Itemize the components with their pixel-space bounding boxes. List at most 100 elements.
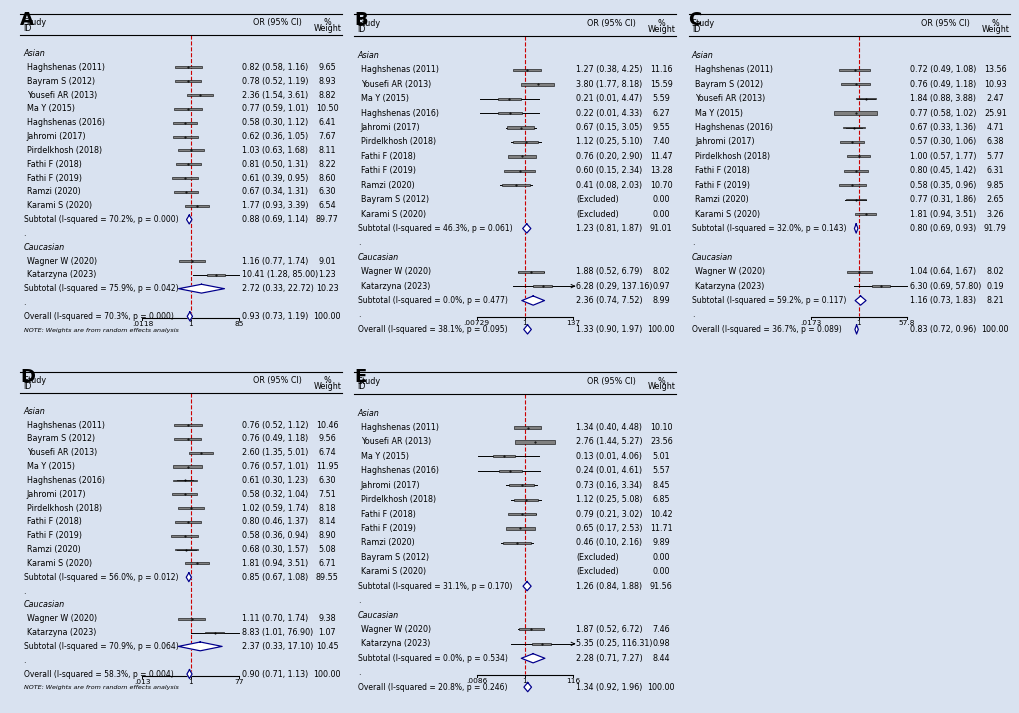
- FancyBboxPatch shape: [174, 191, 198, 193]
- Text: 6.71: 6.71: [318, 559, 335, 568]
- FancyBboxPatch shape: [186, 94, 213, 96]
- FancyBboxPatch shape: [507, 155, 536, 158]
- Text: 1.81 (0.94, 3.51): 1.81 (0.94, 3.51): [242, 559, 308, 568]
- Text: Fathi F (2019): Fathi F (2019): [361, 524, 416, 533]
- Text: 7.51: 7.51: [318, 490, 335, 499]
- Text: Subtotal (I-squared = 0.0%, p = 0.534): Subtotal (I-squared = 0.0%, p = 0.534): [358, 654, 507, 663]
- Text: 8.44: 8.44: [652, 654, 669, 663]
- Text: ID: ID: [358, 25, 366, 34]
- FancyBboxPatch shape: [174, 438, 201, 440]
- Text: 0.67 (0.33, 1.36): 0.67 (0.33, 1.36): [909, 123, 975, 132]
- Text: Subtotal (I-squared = 0.0%, p = 0.477): Subtotal (I-squared = 0.0%, p = 0.477): [358, 296, 507, 305]
- Text: Yousefi AR (2013): Yousefi AR (2013): [26, 91, 97, 100]
- Text: Study: Study: [23, 376, 47, 385]
- FancyBboxPatch shape: [178, 507, 204, 509]
- FancyBboxPatch shape: [172, 177, 198, 179]
- Text: Study: Study: [23, 19, 47, 27]
- Polygon shape: [522, 224, 530, 233]
- FancyBboxPatch shape: [518, 628, 543, 630]
- Text: 2.60 (1.35, 5.01): 2.60 (1.35, 5.01): [242, 448, 308, 457]
- Text: Subtotal (I-squared = 59.2%, p = 0.117): Subtotal (I-squared = 59.2%, p = 0.117): [691, 296, 846, 305]
- Text: Fathi F (2018): Fathi F (2018): [361, 152, 416, 161]
- Text: Subtotal (I-squared = 31.1%, p = 0.170): Subtotal (I-squared = 31.1%, p = 0.170): [358, 582, 512, 590]
- Text: 1.12 (0.25, 5.08): 1.12 (0.25, 5.08): [576, 495, 642, 504]
- Text: Haghshenas (2016): Haghshenas (2016): [26, 118, 105, 127]
- Text: 0.65 (0.17, 2.53): 0.65 (0.17, 2.53): [576, 524, 642, 533]
- Text: 10.45: 10.45: [316, 642, 338, 651]
- Text: ID: ID: [358, 382, 366, 391]
- Text: .: .: [691, 310, 694, 319]
- Text: 6.74: 6.74: [318, 448, 335, 457]
- FancyBboxPatch shape: [173, 480, 197, 481]
- Text: 0.58 (0.30, 1.12): 0.58 (0.30, 1.12): [242, 118, 308, 127]
- Text: Asian: Asian: [358, 409, 379, 418]
- Text: Pirdelkhosh (2018): Pirdelkhosh (2018): [26, 503, 102, 513]
- Text: 0.80 (0.69, 0.93): 0.80 (0.69, 0.93): [909, 224, 975, 233]
- Text: Katarzyna (2023): Katarzyna (2023): [694, 282, 763, 291]
- Text: %: %: [323, 19, 331, 27]
- Text: 1: 1: [189, 679, 193, 685]
- FancyBboxPatch shape: [172, 122, 197, 123]
- Text: 6.28 (0.29, 137.16): 6.28 (0.29, 137.16): [576, 282, 652, 291]
- Text: %: %: [323, 376, 331, 385]
- Text: Wagner W (2020): Wagner W (2020): [361, 267, 431, 276]
- Text: .: .: [358, 596, 360, 605]
- Text: Jahromi (2017): Jahromi (2017): [26, 132, 87, 141]
- Text: 0.97: 0.97: [652, 282, 669, 291]
- Text: Pirdelkhosh (2018): Pirdelkhosh (2018): [361, 495, 435, 504]
- Text: OR (95% CI): OR (95% CI): [920, 19, 969, 28]
- Text: Subtotal (I-squared = 46.3%, p = 0.061): Subtotal (I-squared = 46.3%, p = 0.061): [358, 224, 512, 233]
- Text: Yousefi AR (2013): Yousefi AR (2013): [26, 448, 97, 457]
- Text: 10.41 (1.28, 85.00): 10.41 (1.28, 85.00): [242, 270, 318, 279]
- Text: 0.68 (0.30, 1.57): 0.68 (0.30, 1.57): [242, 545, 308, 554]
- FancyBboxPatch shape: [184, 205, 209, 207]
- Text: 0.22 (0.01, 4.33): 0.22 (0.01, 4.33): [576, 108, 642, 118]
- Text: Haghshenas (2016): Haghshenas (2016): [694, 123, 772, 132]
- Text: ID: ID: [23, 381, 32, 391]
- Text: 1: 1: [522, 678, 527, 684]
- Text: 0.82 (0.58, 1.16): 0.82 (0.58, 1.16): [242, 63, 308, 72]
- FancyBboxPatch shape: [492, 456, 515, 457]
- Text: 0.77 (0.59, 1.01): 0.77 (0.59, 1.01): [242, 104, 309, 113]
- FancyBboxPatch shape: [834, 111, 876, 115]
- FancyBboxPatch shape: [514, 498, 538, 501]
- Text: .: .: [358, 668, 360, 677]
- Text: 85: 85: [234, 322, 244, 327]
- Text: Bayram S (2012): Bayram S (2012): [694, 80, 762, 88]
- Text: .00729: .00729: [463, 320, 489, 327]
- Text: Pirdelkhosh (2018): Pirdelkhosh (2018): [694, 152, 769, 161]
- Text: 0.00: 0.00: [652, 568, 669, 576]
- Text: Weight: Weight: [313, 381, 340, 391]
- Text: Ma Y (2015): Ma Y (2015): [26, 104, 74, 113]
- Text: 9.85: 9.85: [985, 180, 1004, 190]
- Text: 25.91: 25.91: [983, 108, 1006, 118]
- Text: 6.30: 6.30: [318, 476, 335, 485]
- Text: Haghshenas (2011): Haghshenas (2011): [26, 421, 105, 430]
- FancyBboxPatch shape: [847, 155, 869, 158]
- Text: 10.46: 10.46: [316, 421, 338, 430]
- Polygon shape: [178, 642, 222, 651]
- Text: 1.23: 1.23: [318, 270, 335, 279]
- Text: D: D: [20, 369, 36, 386]
- Text: 116: 116: [566, 678, 580, 684]
- Text: 0.00: 0.00: [652, 553, 669, 562]
- FancyBboxPatch shape: [842, 127, 864, 128]
- Text: 5.77: 5.77: [985, 152, 1004, 161]
- Text: Pirdelkhosh (2018): Pirdelkhosh (2018): [26, 146, 102, 155]
- Text: Subtotal (I-squared = 32.0%, p = 0.143): Subtotal (I-squared = 32.0%, p = 0.143): [691, 224, 846, 233]
- Text: 0.80 (0.45, 1.42): 0.80 (0.45, 1.42): [909, 166, 975, 175]
- Text: OR (95% CI): OR (95% CI): [587, 376, 635, 386]
- Text: 8.22: 8.22: [318, 160, 335, 169]
- Text: 1.34 (0.40, 4.48): 1.34 (0.40, 4.48): [576, 423, 642, 432]
- Text: 10.42: 10.42: [649, 510, 672, 518]
- FancyBboxPatch shape: [506, 126, 534, 128]
- Text: 0.58 (0.35, 0.96): 0.58 (0.35, 0.96): [909, 180, 975, 190]
- Text: 11.47: 11.47: [649, 152, 672, 161]
- Text: Katarzyna (2023): Katarzyna (2023): [26, 270, 96, 279]
- Text: 2.36 (1.54, 3.61): 2.36 (1.54, 3.61): [242, 91, 308, 100]
- Text: 5.01: 5.01: [652, 452, 669, 461]
- Text: 100.00: 100.00: [647, 682, 675, 692]
- Text: 9.65: 9.65: [318, 63, 335, 72]
- Text: Bayram S (2012): Bayram S (2012): [26, 77, 95, 86]
- Text: Haghshenas (2016): Haghshenas (2016): [361, 466, 438, 476]
